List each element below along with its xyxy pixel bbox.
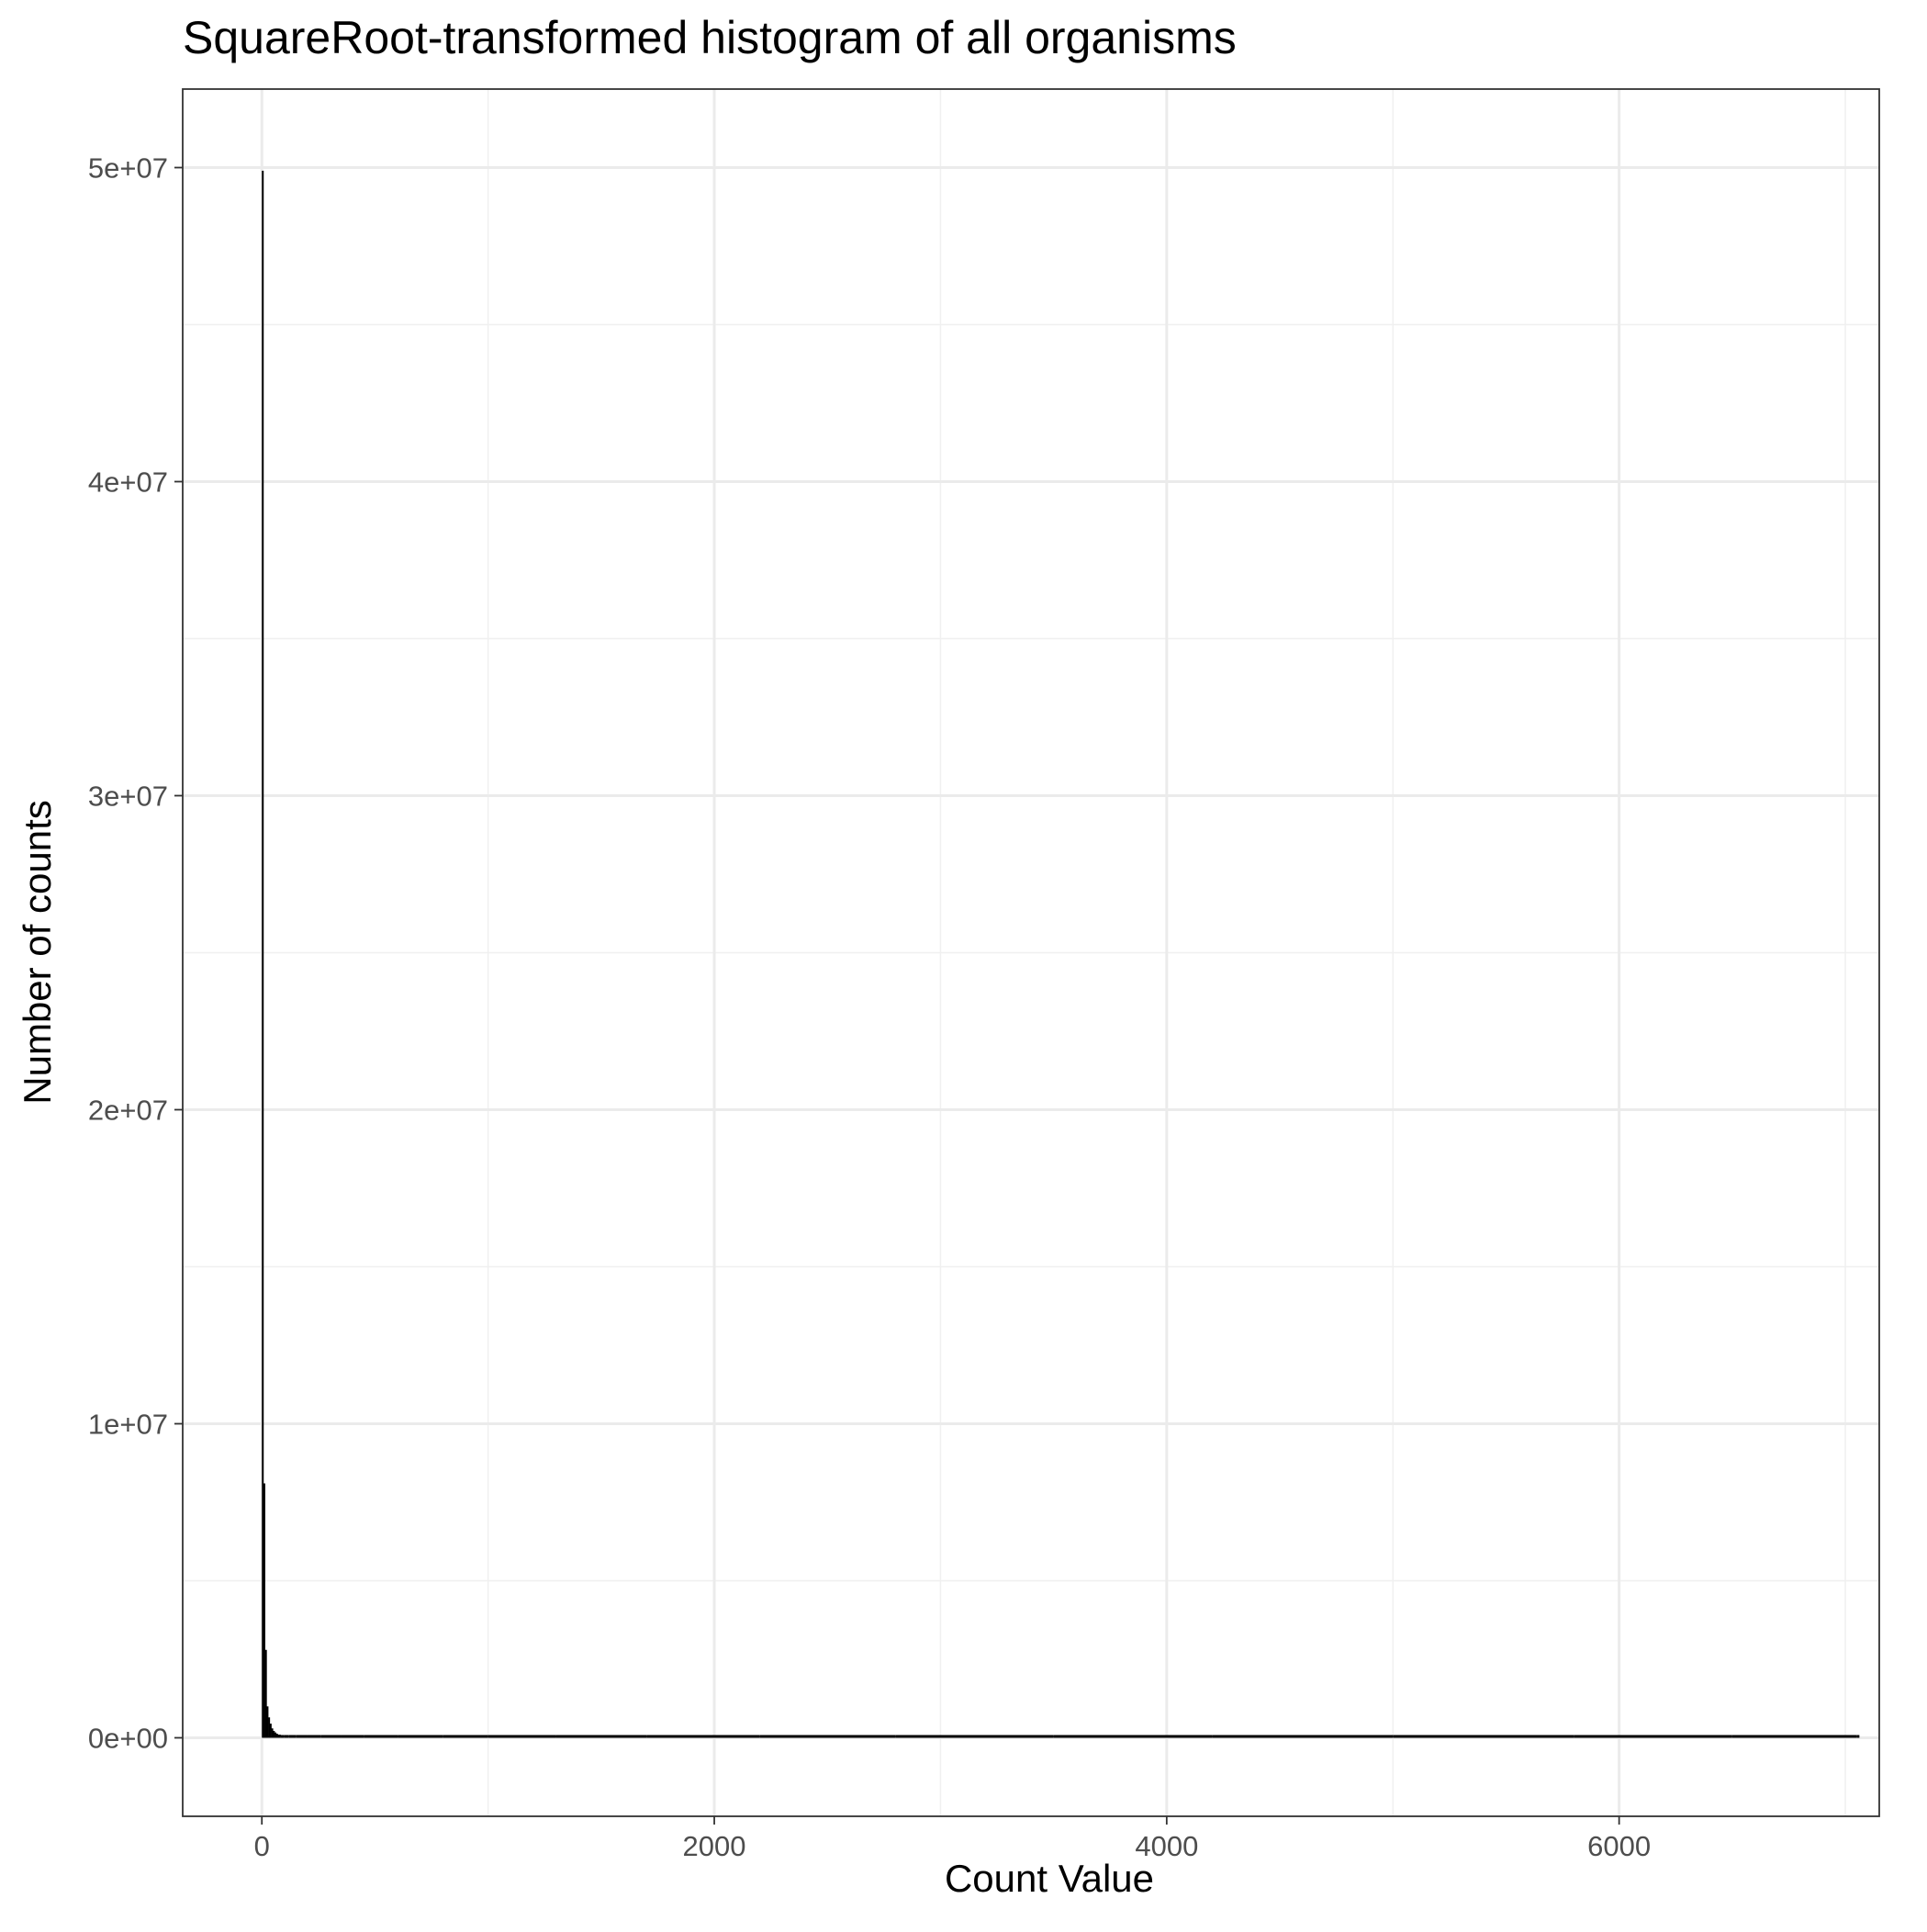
bars-layer xyxy=(262,170,1860,1738)
histogram-bar xyxy=(268,1717,271,1738)
histogram-bar xyxy=(307,1735,321,1738)
histogram-bar xyxy=(288,1735,297,1738)
x-tick-label: 0 xyxy=(254,1830,270,1862)
y-axis: 0e+00 1e+07 2e+07 3e+07 4e+07 5e+07 xyxy=(88,152,183,1755)
y-tick-label: 5e+07 xyxy=(88,152,168,185)
histogram-bar xyxy=(275,1734,278,1738)
x-tick-label: 4000 xyxy=(1135,1830,1198,1862)
histogram-bar xyxy=(1856,1735,1860,1738)
y-tick-label: 4e+07 xyxy=(88,466,168,499)
histogram-bar xyxy=(277,1735,281,1738)
histogram-bar xyxy=(280,1735,285,1738)
y-tick-label: 3e+07 xyxy=(88,781,168,813)
y-tick-label: 1e+07 xyxy=(88,1409,168,1441)
histogram-bar xyxy=(271,1728,274,1738)
histogram-bar xyxy=(364,1735,398,1738)
histogram-bar xyxy=(341,1735,364,1738)
x-axis: 0 2000 4000 6000 xyxy=(254,1816,1651,1862)
y-tick-label: 2e+07 xyxy=(88,1095,168,1127)
x-tick-label: 6000 xyxy=(1587,1830,1651,1862)
histogram-bar xyxy=(263,1483,265,1738)
histogram-bar xyxy=(284,1735,289,1738)
histogram-bar xyxy=(759,1735,896,1738)
histogram-bar xyxy=(895,1735,1054,1738)
histogram-bar xyxy=(320,1735,342,1738)
histogram-bar xyxy=(555,1735,647,1738)
histogram-bar xyxy=(266,1706,269,1738)
histogram-bar xyxy=(262,170,264,1738)
histogram-bar xyxy=(646,1735,760,1738)
histogram-bar xyxy=(487,1735,556,1738)
plot-panel-border xyxy=(182,88,1880,1817)
histogram-bar xyxy=(1053,1735,1213,1738)
histogram-bar xyxy=(1212,1735,1394,1738)
y-axis-title: Number of counts xyxy=(16,800,59,1105)
chart-title: SquareRoot-transformed histogram of all … xyxy=(183,12,1237,63)
histogram-bar xyxy=(273,1730,275,1738)
histogram-bar xyxy=(1731,1735,1857,1738)
y-tick-label: 0e+00 xyxy=(88,1723,168,1755)
x-axis-title: Count Value xyxy=(945,1857,1154,1900)
histogram-bar xyxy=(398,1735,443,1738)
histogram-bar xyxy=(296,1735,308,1738)
histogram-bar xyxy=(264,1649,267,1738)
histogram-bar xyxy=(1393,1735,1574,1738)
x-tick-label: 2000 xyxy=(683,1830,746,1862)
histogram-bar xyxy=(269,1724,272,1738)
histogram-bar xyxy=(443,1735,488,1738)
histogram-bar xyxy=(1574,1735,1732,1738)
grid-layer xyxy=(183,89,1879,1816)
histogram-bar xyxy=(274,1732,277,1738)
